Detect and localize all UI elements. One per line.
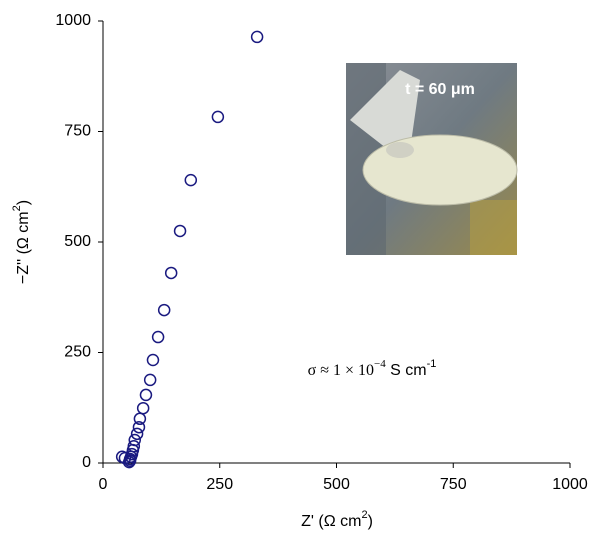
x-tick-label: 1000 [552,476,588,493]
data-point [173,224,187,238]
x-axis-label: Z' (Ω cm2) [301,509,373,530]
inset-label: t = 60 μm [405,81,475,98]
y-label-text: −Z'' (Ω cm [15,211,32,284]
y-tick-label: 0 [82,454,91,471]
data-point [139,388,153,402]
data-point [250,30,264,44]
data-point [128,433,142,447]
y-axis-label: −Z'' (Ω cm2) [11,200,32,284]
data-point [133,412,147,426]
data-point [184,173,198,187]
annotation-sup: -1 [427,358,437,370]
annotation-text: S cm [386,362,427,379]
annotation-sup: −4 [374,358,386,370]
inset-photo [346,63,518,255]
y-label-sup: 2 [11,205,23,211]
data-point [143,373,157,387]
data-point [136,401,150,415]
data-point [146,353,160,367]
data-point [164,266,178,280]
y-tick-label: 250 [64,344,91,361]
x-tick-label: 500 [323,476,350,493]
y-tick-label: 1000 [55,12,91,29]
x-tick-label: 0 [99,476,108,493]
x-tick-label: 750 [440,476,467,493]
x-label-text: Z' (Ω cm [301,513,361,530]
data-point [151,330,165,344]
y-tick-label: 500 [64,233,91,250]
x-tick-label: 250 [206,476,233,493]
data-point [211,110,225,124]
data-point [127,439,141,453]
data-point [130,427,144,441]
x-label-text: ) [368,513,373,530]
y-label-text: ) [15,200,32,205]
annotation-text: σ ≈ 1 × 10 [308,362,374,379]
annotation: σ ≈ 1 × 10−4 S cm-1 [308,358,437,380]
data-point [132,420,146,434]
data-point [157,303,171,317]
x-label-sup: 2 [361,509,367,521]
y-tick-label: 750 [64,123,91,140]
